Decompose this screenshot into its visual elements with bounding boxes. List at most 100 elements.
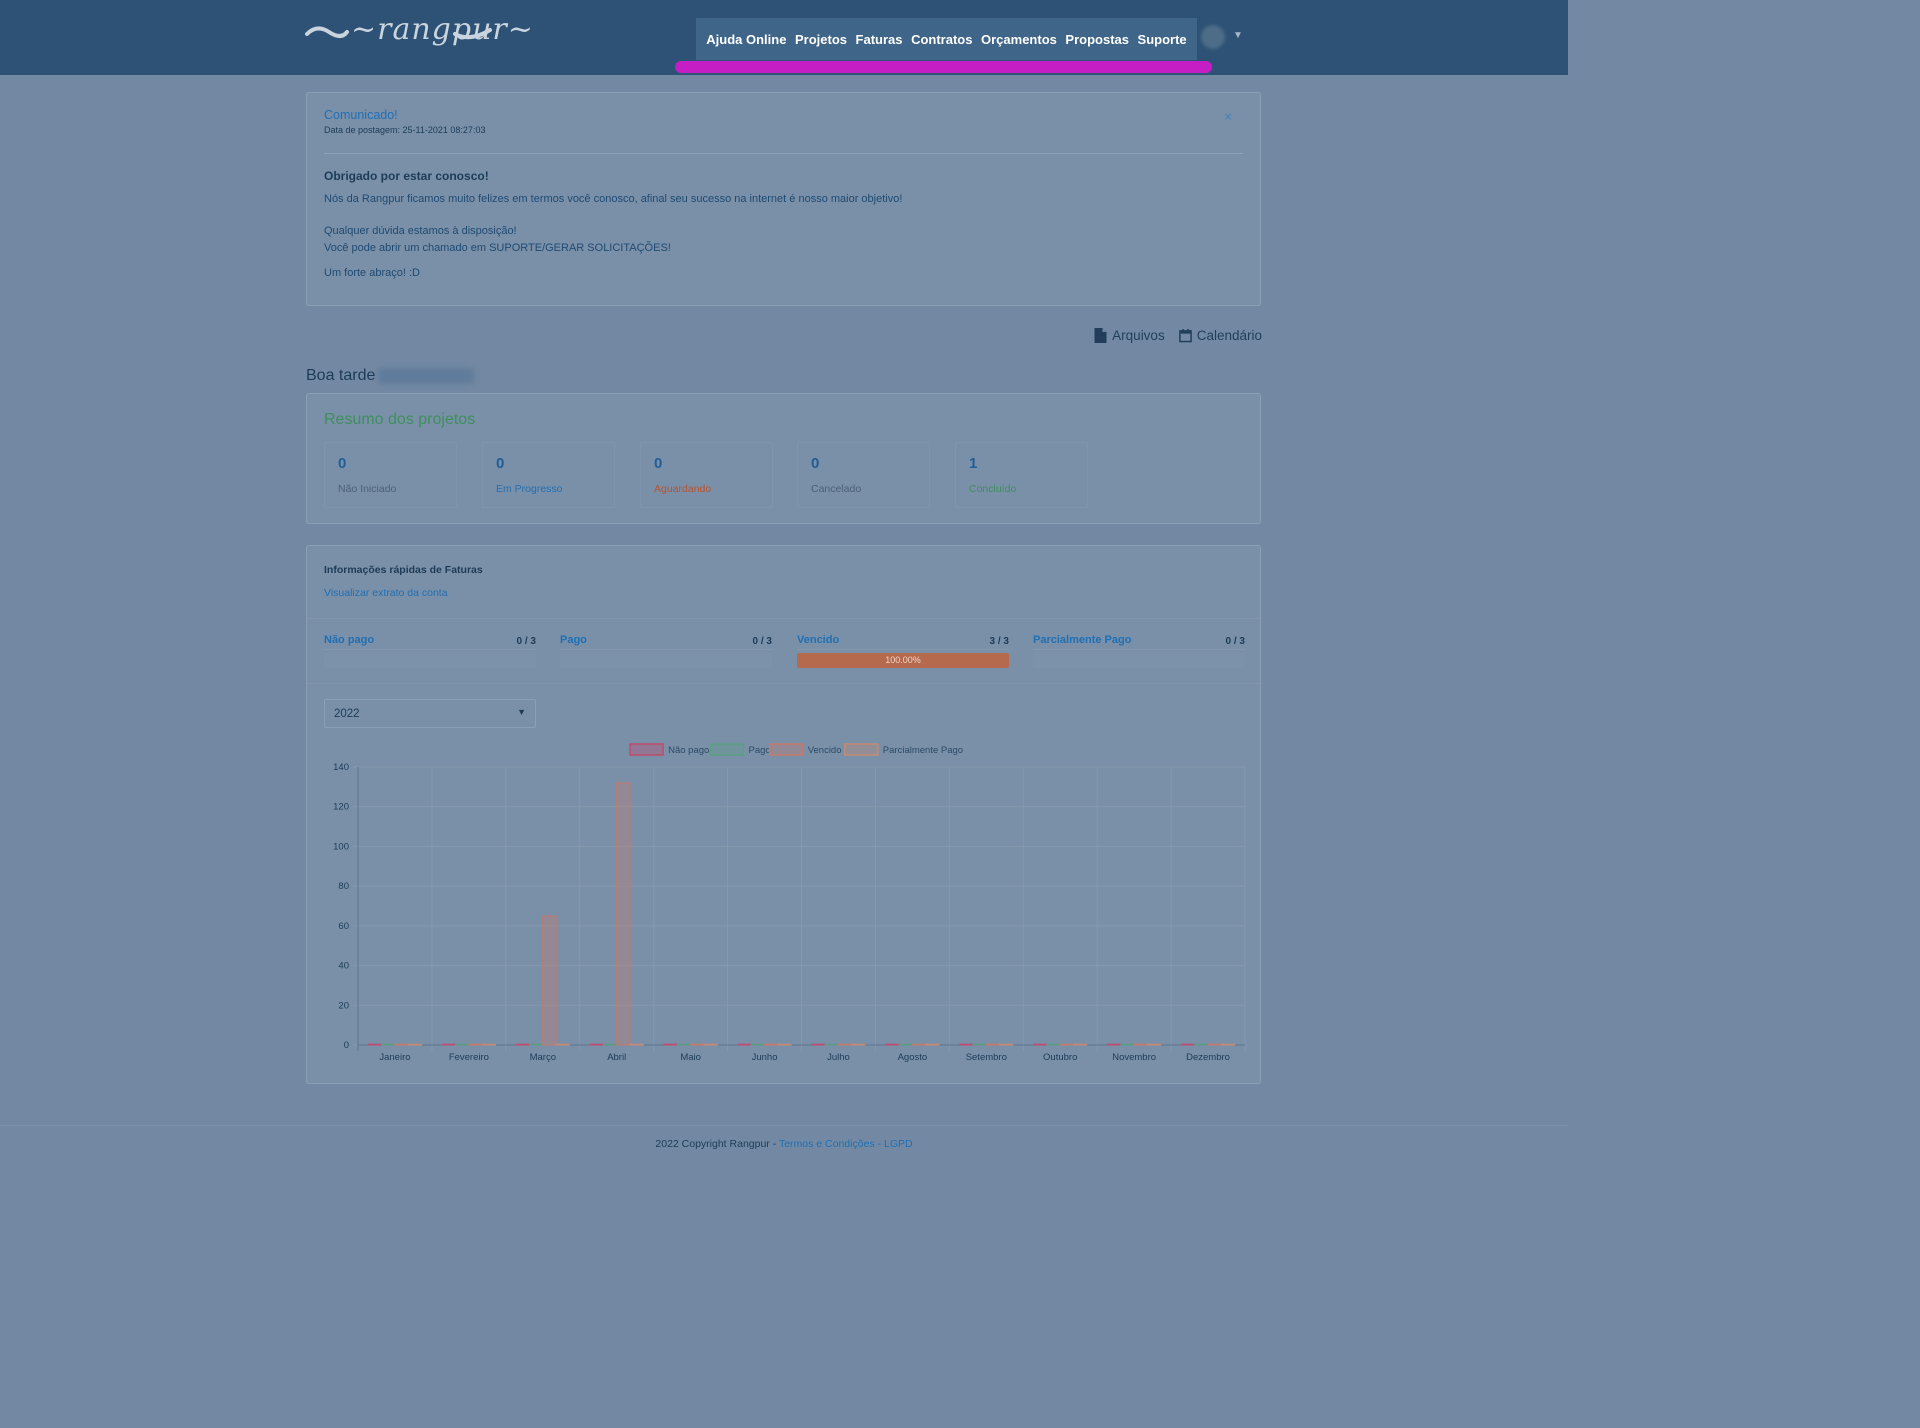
user-name-redacted (378, 368, 474, 384)
notice-paragraph: Você pode abrir um chamado em SUPORTE/GE… (324, 242, 671, 254)
bar (851, 1043, 866, 1046)
y-tick-label: 100 (333, 841, 349, 852)
stat-label: Em Progresso (496, 483, 563, 495)
project-stat-completed[interactable]: 1 Concluído (955, 442, 1088, 508)
progress-bar (324, 653, 536, 668)
x-tick-label: Junho (752, 1052, 778, 1063)
caret-down-icon[interactable]: ▼ (1233, 30, 1243, 41)
invoice-stat-partially-paid: Parcialmente Pago 0 / 3 (1033, 634, 1245, 668)
y-tick-label: 0 (344, 1040, 349, 1051)
y-tick-label: 140 (333, 762, 349, 773)
bar (1207, 1043, 1222, 1046)
stat-label: Aguardando (654, 483, 712, 495)
x-tick-label: Maio (680, 1052, 701, 1063)
calendar-link-label: Calendário (1196, 328, 1262, 343)
files-link[interactable]: Arquivos (1094, 328, 1165, 343)
bar (481, 1043, 496, 1046)
lgpd-link[interactable]: LGPD (884, 1138, 913, 1150)
nav-highlight-marker (675, 61, 1212, 73)
divider (797, 649, 1009, 650)
y-tick-label: 20 (338, 1000, 349, 1011)
nav-suporte[interactable]: Suporte (1137, 31, 1187, 47)
avatar[interactable] (1201, 25, 1225, 49)
invoice-stat-label[interactable]: Vencido (797, 634, 840, 646)
bar (1180, 1043, 1196, 1046)
invoice-stat-count: 3 / 3 (989, 636, 1009, 647)
nav-ajuda-online[interactable]: Ajuda Online (706, 31, 787, 47)
progress-bar: 100.00% (797, 653, 1009, 668)
stat-value: 0 (496, 455, 505, 472)
x-tick-label: Março (530, 1052, 556, 1063)
legend-swatch (709, 743, 745, 756)
year-select[interactable]: 2022 ▼ (324, 699, 536, 728)
close-icon[interactable]: × (1224, 109, 1232, 124)
files-link-label: Arquivos (1112, 328, 1165, 343)
project-stat-in-progress[interactable]: 0 Em Progresso (482, 442, 615, 508)
y-tick-label: 80 (338, 881, 349, 892)
bar (837, 1043, 853, 1046)
notice-paragraph: Nós da Rangpur ficamos muito felizes em … (324, 193, 903, 205)
y-tick-label: 40 (338, 961, 349, 972)
y-tick-label: 120 (333, 802, 349, 813)
notice-heading: Obrigado por estar conosco! (324, 169, 489, 183)
x-tick-label: Abril (607, 1052, 626, 1063)
legend-label: Vencido (808, 745, 842, 756)
legend-swatch (844, 743, 879, 756)
legend-label: Não pago (668, 745, 709, 756)
bar (703, 1043, 718, 1046)
nav-projetos[interactable]: Projetos (794, 31, 847, 47)
footer: 2022 Copyright Rangpur - Termos e Condiç… (0, 1138, 1568, 1150)
file-icon (1094, 328, 1107, 343)
bar (381, 1043, 396, 1046)
bar (898, 1043, 913, 1046)
bar (1073, 1043, 1088, 1046)
x-tick-label: Novembro (1112, 1052, 1156, 1063)
nav-propostas[interactable]: Propostas (1065, 31, 1129, 47)
bar (750, 1043, 766, 1046)
stat-label: Não Iniciado (338, 483, 397, 495)
bar (811, 1043, 826, 1046)
caret-down-icon: ▼ (517, 707, 526, 717)
project-stat-cancelled[interactable]: 0 Cancelado (797, 442, 930, 508)
bar (1046, 1043, 1061, 1046)
invoice-stat-unpaid: Não pago 0 / 3 (324, 634, 536, 668)
nav-orcamentos[interactable]: Orçamentos (981, 31, 1057, 47)
bar (616, 782, 631, 1046)
bar (1120, 1043, 1135, 1046)
logo[interactable]: ~rangpur~ (305, 12, 533, 56)
legend-swatch (629, 743, 664, 756)
projects-summary-title: Resumo dos projetos (324, 411, 476, 428)
nav-faturas[interactable]: Faturas (855, 31, 903, 47)
invoice-stat-count: 0 / 3 (516, 636, 536, 647)
bar (1059, 1043, 1075, 1046)
stat-value: 0 (654, 455, 663, 472)
nav-contratos[interactable]: Contratos (911, 31, 973, 47)
invoices-title: Informações rápidas de Faturas (324, 564, 483, 576)
invoice-stat-label[interactable]: Não pago (324, 634, 375, 646)
notice-panel: Comunicado! Data de postagem: 25-11-2021… (306, 92, 1261, 306)
invoice-stat-paid: Pago 0 / 3 (560, 634, 772, 668)
bar (663, 1043, 678, 1046)
divider (324, 649, 536, 650)
bar (1194, 1043, 1209, 1046)
account-statement-link[interactable]: Visualizar extrato da conta (324, 587, 448, 599)
bar (1133, 1043, 1148, 1046)
bar (468, 1043, 483, 1046)
calendar-icon (1178, 329, 1192, 343)
progress-bar (1033, 653, 1245, 668)
stat-label: Concluído (969, 483, 1017, 495)
invoice-stat-label[interactable]: Pago (560, 634, 587, 646)
project-stat-not-started[interactable]: 0 Não Iniciado (324, 442, 457, 508)
x-tick-label: Agosto (898, 1052, 928, 1063)
bar (690, 1043, 705, 1046)
divider (560, 649, 772, 650)
calendar-link[interactable]: Calendário (1178, 328, 1262, 343)
bar (885, 1043, 900, 1046)
project-stat-waiting[interactable]: 0 Aguardando (640, 442, 773, 508)
bar (407, 1043, 423, 1046)
main-nav: Ajuda Online Projetos Faturas Contratos … (696, 18, 1197, 60)
terms-link[interactable]: Termos e Condições (778, 1138, 875, 1150)
invoice-stat-label[interactable]: Parcialmente Pago (1033, 634, 1132, 646)
footer-copyright: 2022 Copyright Rangpur - (655, 1138, 779, 1150)
bar (394, 1043, 409, 1046)
